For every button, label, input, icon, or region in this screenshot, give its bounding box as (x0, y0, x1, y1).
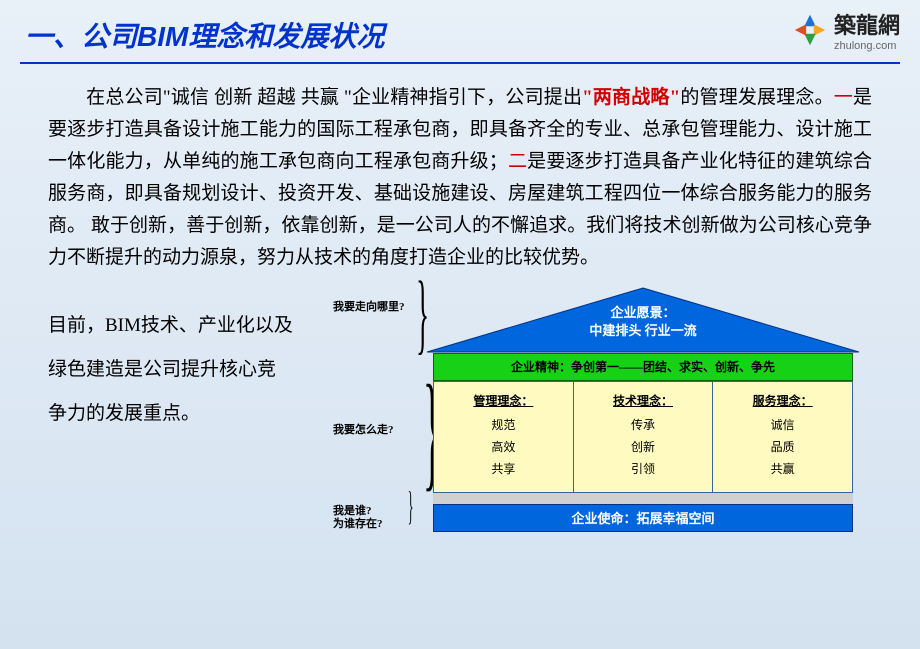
house-roof: 企业愿景：中建排头 行业一流 (423, 286, 863, 354)
mission-bar: 企业使命：拓展幸福空间 (433, 504, 853, 532)
site-logo: 築龍網 zhulong.com (791, 8, 900, 52)
logo-subtext: zhulong.com (834, 40, 900, 52)
column-technology: 技术理念： 传承 创新 引领 (574, 382, 714, 492)
logo-icon (791, 11, 829, 49)
spirit-bar: 企业精神：争创第一——团结、求实、创新、争先 (433, 353, 853, 381)
roof-text: 企业愿景：中建排头 行业一流 (423, 304, 863, 340)
column-management: 管理理念： 规范 高效 共享 (434, 382, 574, 492)
column-service: 服务理念： 诚信 品质 共赢 (713, 382, 852, 492)
main-paragraph: 在总公司"诚信 创新 超越 共赢 "企业精神指引下，公司提出"两商战略"的管理发… (0, 64, 920, 274)
logo-text: 築龍網 (834, 8, 900, 40)
highlight-two: 二 (508, 151, 527, 172)
page-title: 一、公司BIM理念和发展状况 (25, 15, 384, 55)
principle-columns: 管理理念： 规范 高效 共享 技术理念： 传承 创新 引领 服务理念： 诚信 品… (433, 381, 853, 493)
annotation-q1: 我要走向哪里? (333, 298, 405, 314)
side-paragraph: 目前，BIM技术、产业化以及绿色建造是公司提升核心竞争力的发展重点。 (48, 286, 293, 546)
highlight-one: 一 (834, 87, 853, 108)
bracket-icon: } (408, 486, 414, 526)
highlight-strategy: "两商战略" (582, 87, 680, 108)
annotation-q3: 我是谁?为谁存在? (333, 505, 383, 531)
foundation-shadow (433, 493, 853, 504)
enterprise-house-diagram: 我要走向哪里? } 我要怎么走? } 我是谁?为谁存在? } 企业愿景：中建排头… (303, 286, 883, 546)
annotation-q2: 我要怎么走? (333, 421, 394, 437)
